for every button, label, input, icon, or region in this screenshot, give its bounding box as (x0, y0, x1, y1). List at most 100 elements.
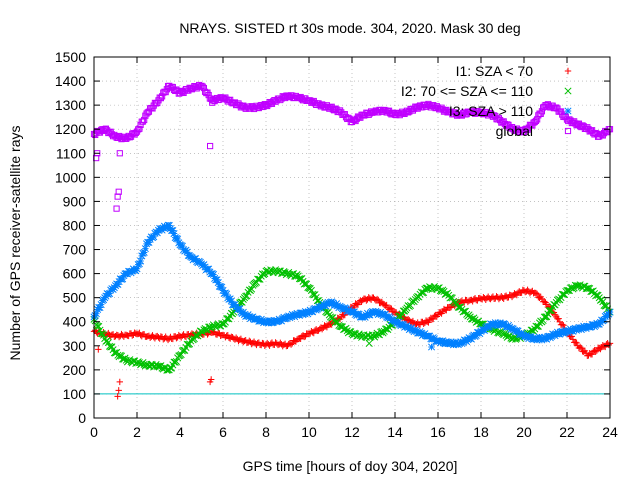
data-point (209, 270, 217, 279)
data-point (373, 295, 381, 303)
outlier-point (115, 387, 122, 394)
data-point (592, 348, 599, 355)
data-point (354, 301, 362, 308)
legend-marker-0 (564, 67, 572, 75)
x-tick-label: 16 (430, 424, 446, 440)
data-point (200, 261, 208, 269)
data-point (158, 226, 166, 234)
y-tick-label: 900 (63, 193, 87, 209)
outlier-point (113, 205, 120, 212)
data-point (169, 227, 177, 235)
data-point (501, 329, 509, 337)
data-point (300, 310, 308, 318)
data-point (114, 280, 122, 288)
data-point (92, 310, 100, 318)
data-point (213, 276, 221, 284)
y-axis-label: Number of GPS receiver-satellite rays (7, 126, 23, 361)
data-point (387, 304, 394, 312)
data-point (212, 323, 220, 331)
data-point (366, 311, 374, 319)
data-point (524, 286, 531, 294)
data-point (97, 301, 105, 309)
y-tick-label: 1000 (55, 169, 86, 185)
data-point (287, 341, 295, 348)
x-tick-label: 22 (559, 424, 575, 440)
data-point (578, 344, 585, 352)
data-point (430, 315, 437, 323)
data-point (371, 333, 379, 341)
data-point (139, 118, 147, 125)
data-point (110, 284, 118, 292)
data-point (408, 324, 416, 332)
data-point (559, 321, 566, 328)
data-point (592, 321, 600, 329)
data-point (594, 291, 602, 299)
data-point (119, 275, 127, 283)
y-tick-label: 1100 (56, 145, 86, 161)
outlier-point (210, 97, 217, 104)
data-point (361, 313, 369, 321)
x-tick-label: 24 (602, 424, 618, 440)
data-point (227, 297, 235, 305)
outlier-point (95, 346, 102, 353)
data-point (246, 337, 253, 344)
series-3 (90, 81, 614, 212)
data-point (205, 265, 213, 273)
data-point (588, 351, 596, 358)
data-point (532, 334, 540, 342)
data-point (135, 260, 143, 268)
series-2 (90, 221, 614, 351)
data-point (194, 332, 202, 340)
data-point (350, 308, 358, 316)
legend-label-1: I2: 70 <= SZA <= 110 (401, 83, 533, 99)
data-point (178, 242, 186, 250)
data-point (274, 317, 282, 325)
data-point (223, 290, 231, 298)
y-tick-label: 700 (63, 242, 87, 258)
data-point (232, 303, 240, 311)
data-point (318, 325, 326, 333)
legend-marker-3 (564, 127, 572, 135)
outlier-point (427, 343, 436, 351)
outlier-point (116, 378, 123, 386)
data-point (388, 305, 395, 312)
data-point (477, 327, 485, 335)
outlier-point (207, 376, 215, 383)
data-point (464, 336, 472, 344)
data-point (166, 364, 174, 372)
data-point (100, 296, 108, 304)
data-point (277, 317, 286, 325)
y-tick-label: 300 (63, 338, 87, 354)
data-point (218, 283, 226, 291)
y-tick-label: 600 (63, 266, 87, 282)
data-point (137, 257, 145, 265)
data-point (598, 296, 606, 304)
y-tick-label: 100 (63, 386, 87, 402)
data-point (214, 279, 222, 287)
data-point (136, 125, 143, 132)
x-axis-label: GPS time [hours of doy 304, 2020] (243, 458, 458, 474)
data-point (576, 343, 584, 351)
y-tick-label: 1500 (55, 49, 86, 65)
legend-label-3: global (496, 123, 533, 139)
x-tick-label: 8 (262, 424, 270, 440)
data-point (145, 238, 153, 246)
data-point (105, 290, 114, 298)
data-point (463, 338, 471, 346)
y-tick-label: 400 (63, 314, 87, 330)
data-point (140, 248, 148, 257)
data-point (183, 248, 191, 256)
data-point (563, 286, 571, 295)
data-point (377, 308, 385, 316)
data-point (506, 323, 514, 331)
data-point (508, 293, 516, 301)
data-point (163, 366, 171, 374)
data-point (605, 310, 613, 318)
data-point (165, 221, 173, 230)
data-point (96, 303, 104, 312)
data-point (604, 312, 612, 320)
data-point (446, 304, 454, 311)
data-point (573, 339, 580, 347)
data-point (154, 362, 163, 370)
